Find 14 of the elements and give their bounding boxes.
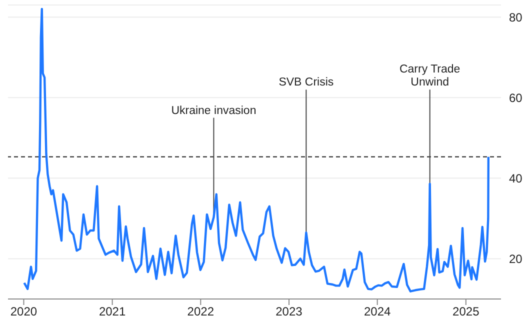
y-tick-label: 80 <box>509 10 523 24</box>
x-tick-label: 2024 <box>364 304 391 319</box>
y-tick-label: 40 <box>509 171 523 186</box>
x-tick-label: 2021 <box>98 304 126 319</box>
annotation: SVB Crisis <box>278 76 334 89</box>
x-tick-label: 2022 <box>187 304 214 319</box>
annotation: Ukraine invasion <box>171 104 256 117</box>
x-tick-label: 2023 <box>276 304 303 319</box>
y-tick-label: 60 <box>509 90 523 105</box>
x-tick-label: 2020 <box>10 304 38 319</box>
x-tick-label: 2025 <box>452 304 480 319</box>
line-series <box>23 8 490 292</box>
y-tick-label: 20 <box>509 252 523 266</box>
annotation: Carry Trade Unwind <box>399 64 460 89</box>
